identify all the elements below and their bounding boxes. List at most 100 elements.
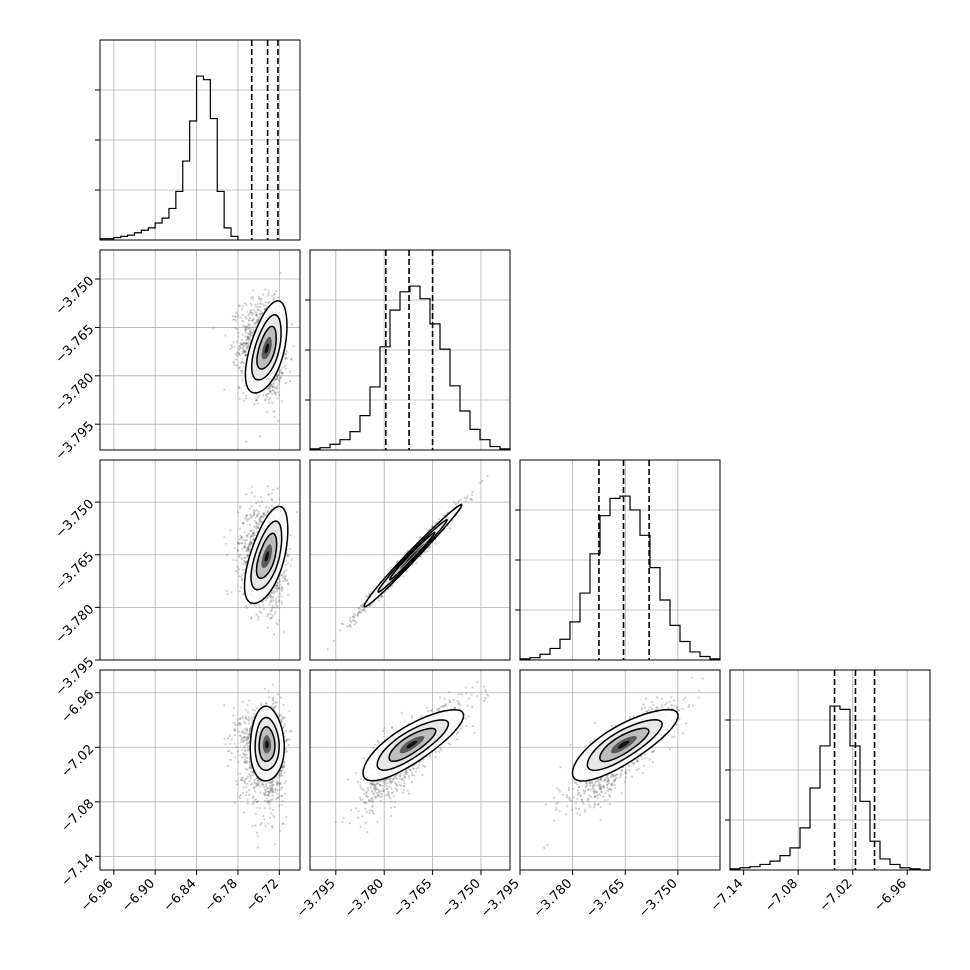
scatter-point [269,609,272,613]
scatter-point [249,311,253,314]
scatter-point [260,515,263,518]
scatter-point [227,749,230,753]
scatter-point [251,314,254,317]
scatter-point [452,501,456,504]
scatter-point [268,594,271,597]
scatter-point [241,379,244,382]
scatter-point [245,793,248,797]
scatter-point [276,604,279,608]
scatter-point [263,513,266,516]
scatter-point [273,606,276,609]
scatter-point [273,293,276,296]
scatter-point [260,521,263,524]
scatter-point [247,554,250,557]
scatter-point [248,507,251,510]
scatter-point [245,738,248,742]
scatter-point [268,601,271,604]
scatter-point [239,722,242,725]
scatter-point [246,737,250,741]
scatter-point [250,491,253,494]
scatter-point [258,517,261,521]
scatter-point [282,703,285,707]
scatter-point [278,606,281,609]
scatter-point [262,607,266,610]
scatter-point [271,385,274,388]
scatter-point [238,542,241,546]
scatter-point [233,364,236,367]
scatter-point [238,386,241,389]
scatter-point [276,487,279,490]
scatter-point [270,384,273,387]
scatter-point [276,376,279,379]
scatter-point [243,353,246,356]
scatter-point [284,574,287,578]
scatter-point [271,604,274,607]
scatter-point [257,783,260,786]
scatter-point [270,390,273,393]
scatter-point [379,595,382,598]
scatter-point [235,364,238,367]
scatter-point [242,399,245,402]
scatter-point [243,761,246,764]
scatter-point [281,822,284,826]
scatter-point [256,526,259,529]
scatter-point [281,765,284,768]
scatter-point [274,597,277,600]
scatter-point [236,549,239,552]
scatter-point [250,616,253,619]
scatter-point [243,531,246,534]
scatter-point [250,319,253,322]
scatter-point [245,342,249,345]
scatter-point [260,297,263,300]
panel-frame [99,39,301,241]
scatter-point [369,605,372,608]
scatter-point [270,498,273,501]
scatter-point [265,410,269,413]
scatter-point [241,313,244,316]
scatter-point [284,357,287,360]
scatter-point [230,738,234,741]
scatter-point [270,607,274,610]
scatter-point [255,399,258,402]
scatter-point [284,722,287,725]
scatter-point [255,305,258,308]
histogram-panel-1 [305,249,511,451]
scatter-point [267,696,270,699]
scatter-point [280,368,283,371]
scatter-point [257,395,260,398]
scatter-point [280,718,283,722]
scatter-point [276,588,280,591]
scatter-point [225,542,228,545]
scatter-point [245,761,248,765]
scatter-point [249,540,252,544]
scatter-point [276,584,279,587]
scatter-point [256,806,259,809]
scatter-point [463,496,466,499]
scatter-point [277,781,280,784]
scatter-point [289,534,292,537]
scatter-point [353,616,356,619]
scatter-point [276,584,279,587]
scatter-point [226,593,229,596]
scatter-point [354,620,357,623]
scatter-point [246,555,249,559]
scatter-point [278,580,282,583]
scatter-point [269,816,272,819]
scatter-point [269,617,272,620]
scatter-point [275,378,278,381]
contour-2 [388,531,436,581]
scatter-point [240,361,243,365]
scatter-point [257,318,261,321]
scatter-point [274,377,277,380]
scatter-point [259,780,262,783]
scatter-point [244,539,247,542]
scatter-point [466,495,469,498]
scatter-point [238,797,242,800]
scatter-point [239,316,242,319]
scatter-point [272,298,275,301]
scatter-point [274,387,278,390]
scatter-point [280,372,283,375]
scatter-point [267,791,270,794]
scatter-point [241,568,245,571]
scatter-point [419,536,422,539]
